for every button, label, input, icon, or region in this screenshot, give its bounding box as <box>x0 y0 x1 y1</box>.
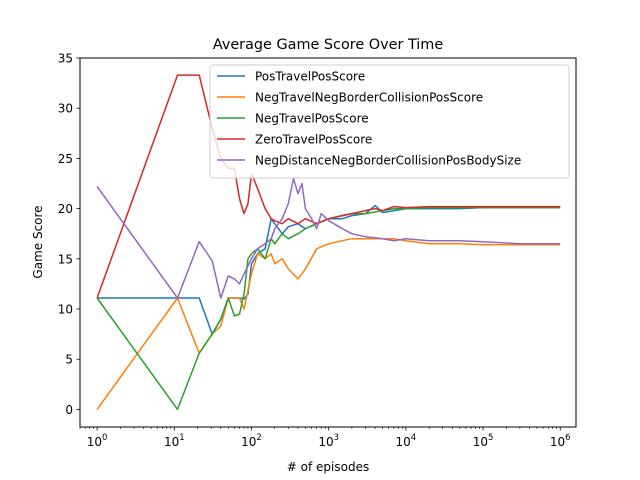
chart-title: Average Game Score Over Time <box>213 37 444 53</box>
y-tick-label: 0 <box>65 403 73 417</box>
legend-label-1: NegTravelNegBorderCollisionPosScore <box>255 91 483 105</box>
plot-frame <box>79 57 577 428</box>
y-tick-label: 35 <box>58 52 73 66</box>
legend-label-0: PosTravelPosScore <box>255 70 365 84</box>
y-tick-label: 20 <box>58 202 73 216</box>
y-axis-label: Game Score <box>31 205 45 278</box>
y-tick-label: 30 <box>58 102 73 116</box>
series-line-4 <box>96 177 561 299</box>
series-line-2 <box>96 206 561 411</box>
legend-label-2: NegTravelPosScore <box>255 112 369 126</box>
y-tick-label: 25 <box>58 152 73 166</box>
y-tick-label: 10 <box>58 303 73 317</box>
x-axis-ticks: 100 101 102 103 104 105 106 <box>79 427 571 449</box>
y-tick-label: 15 <box>58 252 73 266</box>
legend-label-4: NegDistanceNegBorderCollisionPosBodySize <box>255 154 521 168</box>
legend-box <box>209 64 570 179</box>
x-axis-label: # of episodes <box>287 460 369 474</box>
y-tick-label: 5 <box>65 353 73 367</box>
y-axis-ticks: 0 5 10 15 20 25 30 35 <box>58 52 80 417</box>
legend: PosTravelPosScore NegTravelNegBorderColli… <box>209 64 570 179</box>
legend-label-3: ZeroTravelPosScore <box>255 133 372 147</box>
